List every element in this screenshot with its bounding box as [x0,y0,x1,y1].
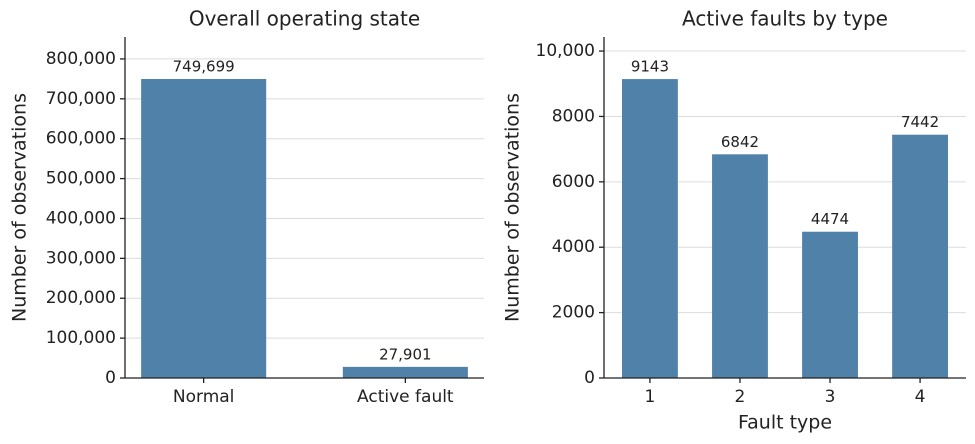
y-tick-label: 800,000 [46,49,116,69]
y-axis-label: Number of observations [9,93,31,322]
y-tick-label: 700,000 [46,89,116,109]
value-label: 6842 [721,133,759,151]
x-tick-label: 1 [645,387,656,407]
bar [141,78,267,378]
bar [342,366,468,378]
value-label: 4474 [811,210,849,228]
x-axis-label: Fault type [738,412,832,434]
y-tick-label: 300,000 [46,248,116,268]
value-label: 7442 [901,113,939,131]
value-label: 27,901 [379,345,432,363]
bar [802,231,858,378]
y-tick-label: 0 [105,368,116,388]
y-tick-label: 8000 [552,106,595,126]
bar [712,154,768,378]
y-tick-label: 6000 [552,172,595,192]
y-tick-label: 400,000 [46,208,116,228]
y-tick-label: 2000 [552,303,595,323]
x-tick-label: 4 [915,387,926,407]
y-axis-label: Number of observations [502,93,524,322]
chart-title: Overall operating state [189,7,420,31]
y-tick-label: 500,000 [46,169,116,189]
bar [892,134,948,378]
y-tick-label: 0 [584,368,595,388]
y-tick-label: 600,000 [46,129,116,149]
x-tick-label: 3 [825,387,836,407]
y-tick-label: 10,000 [536,41,595,61]
bar [622,79,678,379]
chart-title: Active faults by type [682,7,888,31]
y-tick-label: 100,000 [46,328,116,348]
value-label: 749,699 [173,57,235,75]
x-tick-label: 2 [735,387,746,407]
y-tick-label: 4000 [552,237,595,257]
value-label: 9143 [631,58,669,76]
y-tick-label: 200,000 [46,288,116,308]
x-tick-label: Normal [173,387,235,407]
x-tick-label: Active fault [357,387,454,407]
